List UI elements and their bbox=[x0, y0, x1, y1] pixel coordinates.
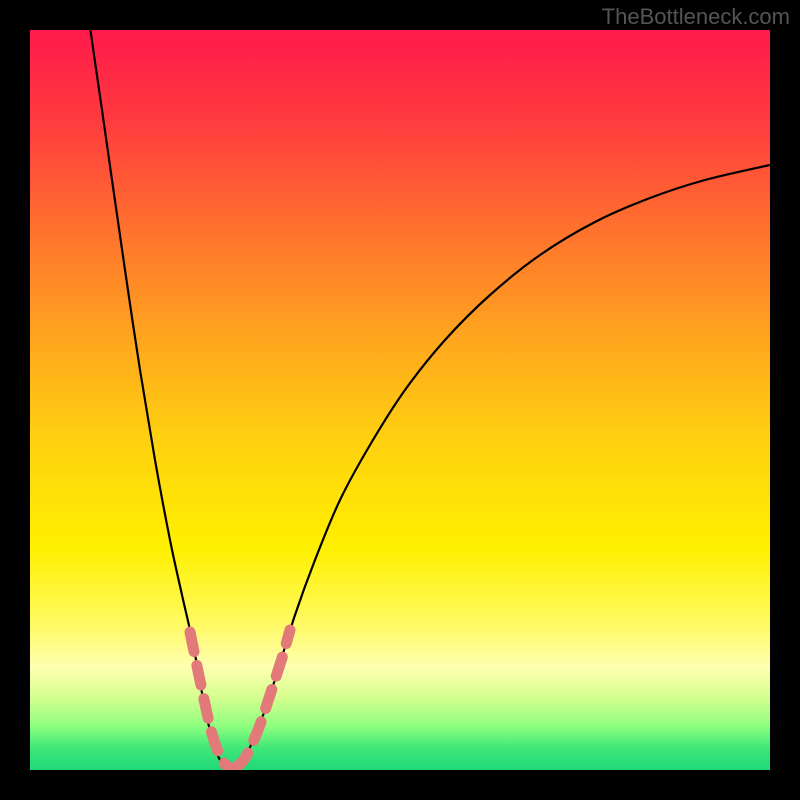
plot-area bbox=[30, 30, 770, 770]
v-curve-line bbox=[89, 30, 770, 769]
dash-overlay-segment bbox=[235, 630, 290, 768]
watermark-text: TheBottleneck.com bbox=[602, 4, 790, 30]
dash-overlay-group bbox=[190, 630, 290, 768]
curve-layer bbox=[30, 30, 770, 770]
dash-overlay-segment bbox=[190, 632, 230, 768]
